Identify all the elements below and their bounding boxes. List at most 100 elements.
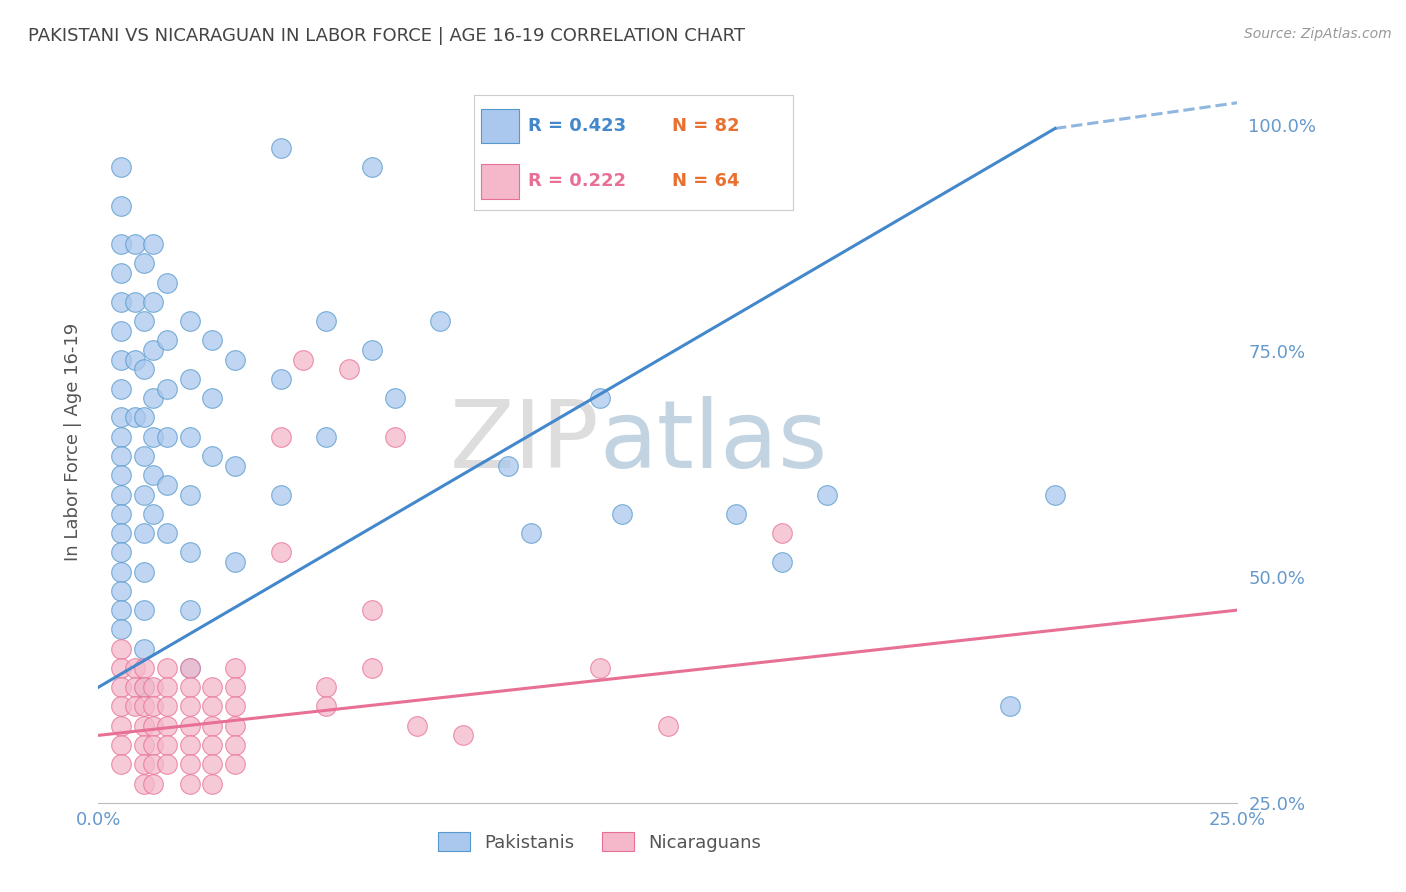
- Point: [110, 160, 132, 174]
- Point: [179, 372, 201, 386]
- Point: [132, 256, 155, 270]
- Point: [270, 487, 292, 501]
- Point: [110, 757, 132, 772]
- Point: [201, 776, 224, 790]
- Point: [179, 603, 201, 617]
- Point: [142, 719, 165, 733]
- Text: Source: ZipAtlas.com: Source: ZipAtlas.com: [1244, 27, 1392, 41]
- Point: [110, 565, 132, 579]
- Point: [156, 430, 179, 444]
- Point: [110, 266, 132, 280]
- Point: [224, 661, 246, 675]
- Point: [179, 661, 201, 675]
- Point: [132, 641, 155, 656]
- Point: [179, 699, 201, 714]
- Point: [315, 314, 337, 328]
- Point: [110, 382, 132, 396]
- Point: [156, 680, 179, 694]
- Point: [224, 699, 246, 714]
- Point: [132, 680, 155, 694]
- Point: [110, 680, 132, 694]
- Point: [124, 237, 146, 252]
- Point: [224, 555, 246, 569]
- Point: [337, 362, 360, 376]
- Point: [429, 314, 451, 328]
- Point: [201, 334, 224, 348]
- Point: [110, 699, 132, 714]
- Point: [132, 776, 155, 790]
- Point: [132, 719, 155, 733]
- Point: [270, 372, 292, 386]
- Point: [156, 699, 179, 714]
- Legend: Pakistanis, Nicaraguans: Pakistanis, Nicaraguans: [430, 825, 769, 859]
- Point: [588, 661, 610, 675]
- Point: [360, 160, 382, 174]
- Point: [179, 719, 201, 733]
- Point: [142, 776, 165, 790]
- Point: [224, 738, 246, 752]
- Point: [110, 294, 132, 309]
- Point: [201, 391, 224, 405]
- Point: [132, 449, 155, 463]
- Point: [224, 352, 246, 367]
- Point: [588, 391, 610, 405]
- Point: [384, 391, 406, 405]
- Point: [132, 757, 155, 772]
- Point: [124, 699, 146, 714]
- Point: [224, 757, 246, 772]
- Point: [156, 738, 179, 752]
- Point: [110, 352, 132, 367]
- Point: [142, 430, 165, 444]
- Point: [124, 680, 146, 694]
- Point: [224, 458, 246, 473]
- Point: [110, 661, 132, 675]
- Point: [1090, 824, 1112, 838]
- Point: [110, 583, 132, 598]
- Point: [725, 507, 748, 521]
- Point: [110, 324, 132, 338]
- Point: [110, 526, 132, 541]
- Point: [132, 699, 155, 714]
- Text: atlas: atlas: [599, 395, 828, 488]
- Point: [110, 623, 132, 637]
- Point: [110, 507, 132, 521]
- Point: [142, 757, 165, 772]
- Point: [201, 449, 224, 463]
- Point: [156, 719, 179, 733]
- Point: [142, 237, 165, 252]
- Point: [179, 680, 201, 694]
- Point: [179, 738, 201, 752]
- Point: [179, 545, 201, 559]
- Point: [406, 719, 429, 733]
- Text: ZIP: ZIP: [450, 395, 599, 488]
- Point: [156, 382, 179, 396]
- Point: [270, 430, 292, 444]
- Point: [142, 507, 165, 521]
- Point: [110, 468, 132, 483]
- Point: [384, 430, 406, 444]
- Point: [132, 526, 155, 541]
- Point: [132, 738, 155, 752]
- Point: [110, 449, 132, 463]
- Point: [156, 661, 179, 675]
- Point: [132, 603, 155, 617]
- Point: [142, 738, 165, 752]
- Point: [110, 237, 132, 252]
- Point: [201, 719, 224, 733]
- Point: [201, 757, 224, 772]
- Point: [315, 430, 337, 444]
- Point: [498, 458, 520, 473]
- Point: [132, 661, 155, 675]
- Point: [156, 276, 179, 290]
- Point: [998, 699, 1021, 714]
- Text: PAKISTANI VS NICARAGUAN IN LABOR FORCE | AGE 16-19 CORRELATION CHART: PAKISTANI VS NICARAGUAN IN LABOR FORCE |…: [28, 27, 745, 45]
- Point: [132, 680, 155, 694]
- Point: [315, 680, 337, 694]
- Point: [224, 680, 246, 694]
- Point: [179, 487, 201, 501]
- Point: [110, 738, 132, 752]
- Point: [156, 526, 179, 541]
- Point: [360, 661, 382, 675]
- Point: [179, 661, 201, 675]
- Point: [360, 603, 382, 617]
